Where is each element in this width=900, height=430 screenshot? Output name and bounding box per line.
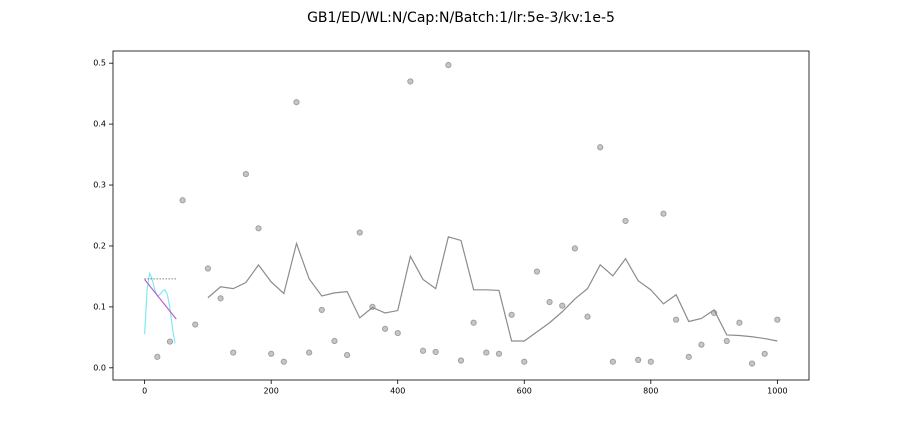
x-tick-label: 0	[142, 387, 147, 396]
scatter-point	[748, 360, 756, 367]
scatter-point	[432, 348, 439, 356]
scatter-point	[635, 356, 642, 363]
scatter-point	[774, 316, 781, 323]
series-line	[144, 279, 177, 320]
scatter-point	[546, 298, 553, 306]
scatter-point	[179, 197, 186, 204]
scatter-point	[204, 265, 212, 272]
x-tick-label: 400	[390, 387, 405, 396]
scatter-point	[306, 349, 313, 356]
series-line	[207, 236, 778, 342]
y-tick-label: 0.3	[93, 181, 106, 190]
scatter-point	[268, 350, 275, 357]
scatter-point	[230, 349, 237, 356]
scatter-point	[533, 268, 541, 275]
y-tick-label: 0.2	[93, 241, 106, 250]
scatter-point	[242, 170, 249, 178]
scatter-point	[495, 350, 503, 357]
scatter-point	[673, 316, 680, 323]
scatter-point	[407, 78, 414, 85]
scatter-point	[255, 225, 262, 232]
scatter-point	[609, 358, 616, 365]
scatter-point	[394, 329, 401, 337]
x-tick-label: 200	[264, 387, 279, 396]
scatter-point	[660, 210, 667, 217]
y-tick-label: 0.0	[93, 363, 106, 372]
x-tick-label: 600	[517, 387, 532, 396]
scatter-point	[445, 61, 452, 69]
chart-title: GB1/ED/WL:N/Cap:N/Batch:1/lr:5e-3/kv:1e-…	[307, 10, 615, 26]
scatter-point	[723, 337, 730, 345]
scatter-point	[647, 358, 654, 365]
scatter-point	[736, 319, 743, 326]
scatter-point	[192, 321, 199, 328]
y-tick-label: 0.4	[93, 120, 106, 129]
scatter-point	[597, 144, 604, 151]
scatter-point	[622, 217, 629, 225]
scatter-point	[293, 99, 300, 106]
scatter-point	[521, 358, 528, 365]
scatter-point	[571, 245, 578, 252]
scatter-point	[356, 229, 363, 236]
y-tick-label: 0.5	[93, 59, 106, 68]
scatter-point	[483, 349, 490, 356]
series-line	[144, 271, 176, 344]
scatter-point	[381, 325, 389, 332]
plot-frame	[112, 50, 810, 381]
scatter-point	[280, 358, 287, 365]
scatter-point	[419, 347, 427, 354]
y-tick-label: 0.1	[93, 302, 106, 311]
x-tick-label: 1000	[767, 387, 787, 396]
scatter-point	[457, 357, 465, 364]
scatter-point	[685, 353, 692, 360]
scatter-point	[698, 341, 705, 348]
scatter-point	[217, 295, 224, 302]
scatter-point	[559, 302, 566, 309]
scatter-point	[470, 319, 477, 326]
scatter-point	[584, 313, 591, 320]
scatter-point	[508, 311, 515, 318]
scatter-point	[154, 353, 161, 360]
scatter-point	[761, 350, 768, 357]
scatter-point	[166, 338, 174, 345]
scatter-point	[344, 351, 351, 359]
x-tick-label: 800	[643, 387, 658, 396]
scatter-point	[318, 306, 325, 314]
scatter-point	[331, 337, 338, 345]
